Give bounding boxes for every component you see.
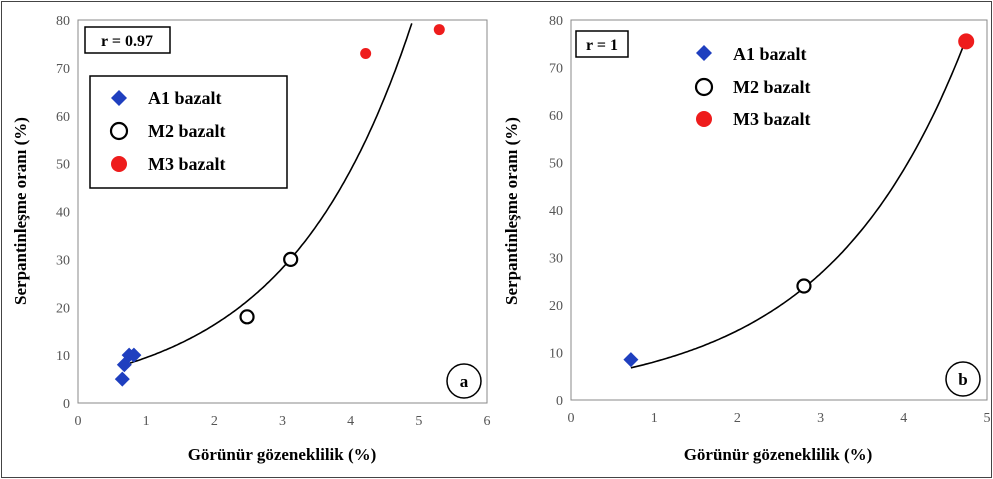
plot-frame-a <box>77 19 488 404</box>
x-tick-label: 4 <box>900 411 907 426</box>
y-tick-label: 70 <box>549 62 563 77</box>
legend-label-m2-a: M2 bazalt <box>148 121 225 141</box>
legend-a: A1 bazalt M2 bazalt M3 bazalt <box>89 75 288 189</box>
y-tick-label: 10 <box>56 349 70 364</box>
data-point <box>114 371 130 387</box>
legend-marker-a1-a <box>111 90 127 106</box>
y-tick-label: 0 <box>556 394 563 409</box>
legend-marker-m3-a <box>111 156 127 172</box>
x-tick-label: 4 <box>347 414 354 429</box>
data-point <box>283 251 299 267</box>
x-tick-label: 5 <box>984 411 991 426</box>
data-point <box>796 278 812 294</box>
x-tick-label: 3 <box>279 414 286 429</box>
corr-label-b: r = 1 <box>586 37 618 54</box>
legend-marker-a1-b <box>696 45 712 61</box>
y-tick-label: 30 <box>56 253 70 268</box>
legend-b: A1 bazalt M2 bazalt M3 bazalt <box>694 44 810 129</box>
y-tick-label: 70 <box>56 62 70 77</box>
y-tick-label: 80 <box>56 14 70 29</box>
legend-marker-m2-b <box>694 77 714 97</box>
legend-label-m2-b: M2 bazalt <box>733 77 810 97</box>
panel-letter-b: b <box>958 370 967 389</box>
y-tick-label: 30 <box>549 252 563 267</box>
data-point <box>126 347 142 363</box>
x-tick-label: 3 <box>817 411 824 426</box>
data-point <box>623 352 639 368</box>
y-tick-label: 0 <box>63 397 70 412</box>
y-axis-title-a: Serpantinleşme oranı (%) <box>11 117 30 305</box>
y-tick-label: 50 <box>56 158 70 173</box>
panel-letter-a: a <box>460 372 469 391</box>
y-tick-label: 20 <box>549 299 563 314</box>
y-tick-label: 10 <box>549 347 563 362</box>
corr-box-b <box>575 30 629 58</box>
fit-line <box>630 38 967 369</box>
plot-frame-b <box>570 19 988 401</box>
x-axis-title-a: Görünür gözeneklilik (%) <box>188 445 377 464</box>
x-axis-title-b: Görünür gözeneklilik (%) <box>684 445 873 464</box>
fit-curve-a <box>122 23 413 367</box>
data-point <box>433 24 445 36</box>
y-tick-label: 60 <box>56 110 70 125</box>
corr-box-a <box>84 26 171 54</box>
y-tick-label: 40 <box>549 204 563 219</box>
x-tick-label: 5 <box>415 414 422 429</box>
data-point <box>360 48 372 60</box>
x-tick-label: 2 <box>734 411 741 426</box>
panel-letter-circle-b <box>945 361 981 397</box>
x-tick-label: 0 <box>75 414 82 429</box>
x-tick-label: 6 <box>484 414 491 429</box>
y-axis-title-b: Serpantinleşme oranı (%) <box>502 117 521 305</box>
y-tick-label: 20 <box>56 301 70 316</box>
data-point <box>239 309 255 325</box>
y-tick-label: 50 <box>549 157 563 172</box>
x-tick-label: 2 <box>211 414 218 429</box>
corr-label-a: r = 0.97 <box>101 33 153 50</box>
legend-label-m3-a: M3 bazalt <box>148 154 225 174</box>
fit-curve-b <box>630 38 967 369</box>
y-tick-label: 40 <box>56 206 70 221</box>
x-tick-label: 0 <box>568 411 575 426</box>
legend-marker-m3-b <box>696 111 712 127</box>
fit-line <box>122 23 413 367</box>
legend-label-a1-a: A1 bazalt <box>148 88 222 108</box>
x-tick-label: 1 <box>143 414 150 429</box>
data-point <box>958 33 975 50</box>
data-points-b <box>623 33 975 368</box>
y-tick-label: 60 <box>549 109 563 124</box>
legend-marker-m2-a <box>109 121 129 141</box>
legend-label-a1-b: A1 bazalt <box>733 44 807 64</box>
x-tick-label: 1 <box>651 411 658 426</box>
legend-label-m3-b: M3 bazalt <box>733 109 810 129</box>
panel-letter-circle-a <box>446 363 482 399</box>
data-points-a <box>114 24 445 387</box>
y-tick-label: 80 <box>549 14 563 29</box>
